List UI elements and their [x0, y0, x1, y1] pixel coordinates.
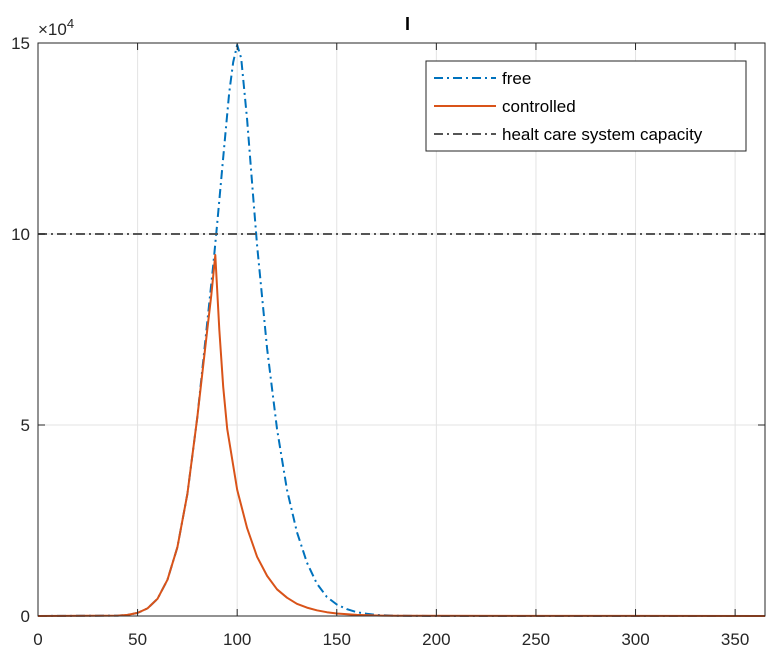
legend-label: healt care system capacity: [502, 125, 703, 144]
x-tick-label: 200: [422, 630, 450, 649]
x-tick-label: 150: [323, 630, 351, 649]
x-tick-label: 100: [223, 630, 251, 649]
y-tick-label: 15: [11, 34, 30, 53]
y-exponent-label: ×104: [38, 16, 74, 40]
x-tick-label: 0: [33, 630, 42, 649]
y-tick-label: 10: [11, 225, 30, 244]
legend: free controlled healt care system capacity: [425, 60, 747, 152]
x-tick-label: 350: [721, 630, 749, 649]
y-tick-label: 0: [21, 607, 30, 626]
legend-label: free: [502, 69, 531, 88]
y-exponent-base: ×10: [38, 20, 67, 39]
x-tick-label: 50: [128, 630, 147, 649]
y-exponent-power: 4: [67, 16, 74, 31]
legend-label: controlled: [502, 97, 576, 116]
tick-labels: 0 50 100 150 200 250 300 350 0 5 10 15: [11, 34, 749, 649]
ticks: [37, 42, 765, 617]
x-tick-label: 300: [621, 630, 649, 649]
axes-box: [37, 42, 766, 617]
x-tick-label: 250: [522, 630, 550, 649]
chart-title: I: [405, 14, 410, 34]
series-line-free: [37, 43, 765, 617]
y-tick-label: 5: [21, 416, 30, 435]
series-line-controlled: [37, 254, 766, 617]
series-lines: [37, 43, 766, 617]
